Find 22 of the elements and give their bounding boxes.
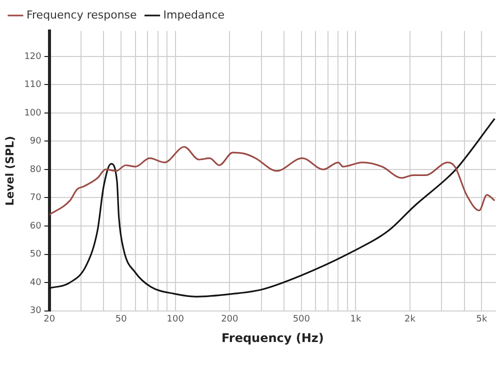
y-tick-label: 80 [30, 164, 42, 175]
x-tick-label: 20 [44, 314, 56, 325]
y-tick-label: 50 [30, 250, 42, 260]
y-tick-label: 30 [30, 306, 42, 316]
x-tick-label: 200 [221, 314, 239, 325]
y-tick-label: 40 [30, 278, 42, 288]
y-tick-label: 110 [24, 80, 42, 90]
x-tick-label: 2k [404, 314, 416, 325]
legend-label: Frequency response [26, 8, 138, 22]
y-tick-label: 120 [24, 52, 42, 62]
y-tick-label: 70 [30, 193, 42, 204]
y-tick-label: 100 [24, 108, 42, 118]
x-tick-label: 500 [292, 314, 310, 325]
x-tick-label: 50 [115, 314, 128, 325]
y-axis-title: Level (SPL) [3, 136, 16, 206]
legend-label: Impedance [163, 8, 225, 22]
x-axis-title: Frequency (Hz) [221, 330, 324, 345]
y-tick-label: 60 [30, 221, 42, 232]
x-tick-label: 5k [476, 314, 488, 325]
x-tick-label: 100 [166, 314, 184, 325]
y-tick-label: 90 [30, 136, 42, 147]
x-tick-label: 1k [350, 314, 362, 325]
